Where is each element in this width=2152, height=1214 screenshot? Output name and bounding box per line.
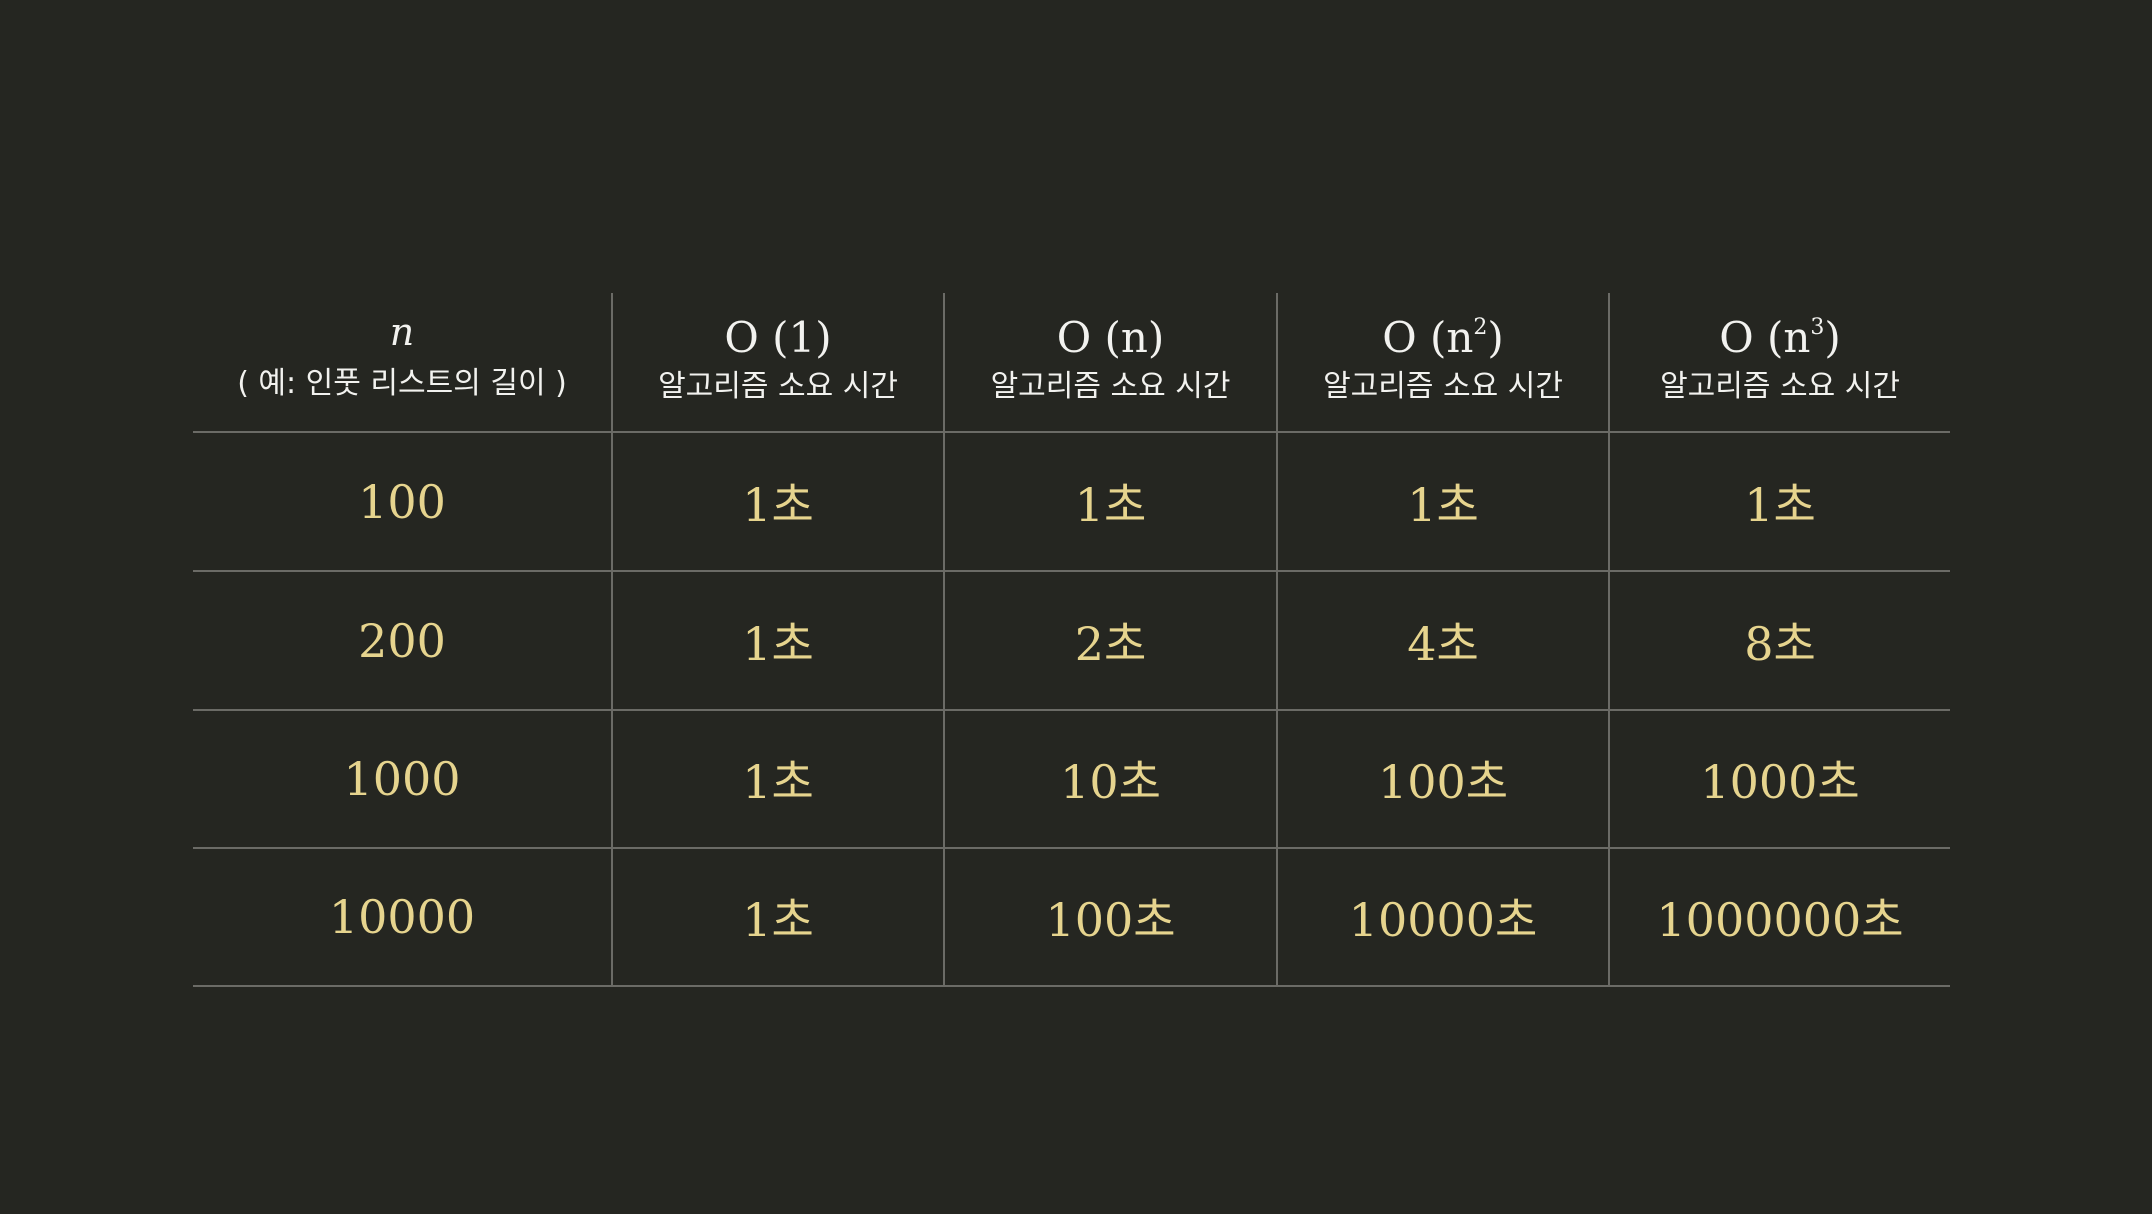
row-n-value: 200 <box>193 572 611 711</box>
time-value: 1초 <box>611 849 943 987</box>
time-value: 10초 <box>943 711 1276 849</box>
n-note: ( 예: 인풋 리스트의 길이 ) <box>237 366 567 401</box>
time-value: 1000000초 <box>1608 849 1950 987</box>
column-label: 알고리즘 소요 시간 <box>1323 369 1563 404</box>
complexity-on: O (n) <box>1056 313 1165 362</box>
time-value: 1초 <box>611 433 943 572</box>
time-value: 10000초 <box>1276 849 1608 987</box>
column-label: 알고리즘 소요 시간 <box>658 369 898 404</box>
n-symbol: n <box>389 310 415 354</box>
time-value: 1초 <box>943 433 1276 572</box>
header-on: O (n) 알고리즘 소요 시간 <box>943 293 1276 433</box>
row-n-value: 10000 <box>193 849 611 987</box>
time-value: 1초 <box>611 572 943 711</box>
complexity-on3: O (n3) <box>1719 313 1841 362</box>
header-o1: O (1) 알고리즘 소요 시간 <box>611 293 943 433</box>
time-value: 1000초 <box>1608 711 1950 849</box>
complexity-table: n ( 예: 인풋 리스트의 길이 ) O (1) 알고리즘 소요 시간 O (… <box>193 293 1950 987</box>
time-value: 100초 <box>943 849 1276 987</box>
time-value: 100초 <box>1276 711 1608 849</box>
row-n-value: 100 <box>193 433 611 572</box>
complexity-on2: O (n2) <box>1382 313 1504 362</box>
complexity-o1: O (1) <box>724 313 832 362</box>
header-n: n ( 예: 인풋 리스트의 길이 ) <box>193 293 611 433</box>
column-label: 알고리즘 소요 시간 <box>1660 369 1900 404</box>
time-value: 8초 <box>1608 572 1950 711</box>
time-value: 2초 <box>943 572 1276 711</box>
header-on3: O (n3) 알고리즘 소요 시간 <box>1608 293 1950 433</box>
header-on2: O (n2) 알고리즘 소요 시간 <box>1276 293 1608 433</box>
time-value: 1초 <box>1608 433 1950 572</box>
time-value: 1초 <box>611 711 943 849</box>
row-n-value: 1000 <box>193 711 611 849</box>
column-label: 알고리즘 소요 시간 <box>990 369 1231 404</box>
time-value: 1초 <box>1276 433 1608 572</box>
time-value: 4초 <box>1276 572 1608 711</box>
